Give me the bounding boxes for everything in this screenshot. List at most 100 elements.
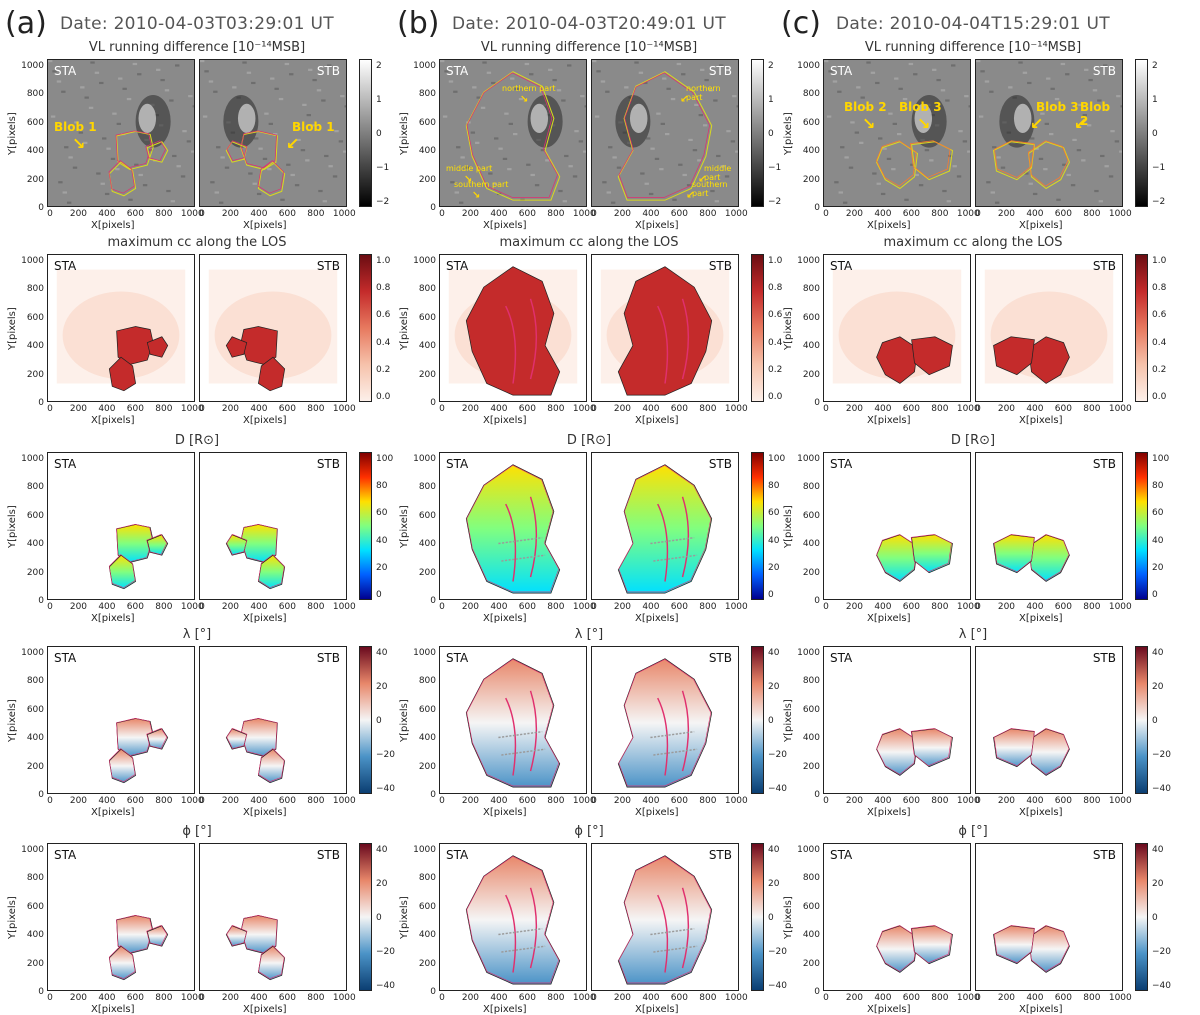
plot-image [600,266,730,396]
colorbar-tick-label: −40 [1152,784,1171,794]
annotation-arrow-icon: ↘ [464,174,473,185]
x-axis-label: X[pixels] [1019,220,1063,231]
x-tick-label: 200 [69,602,88,612]
plot-image [225,524,286,590]
annotation-label: middle part [446,164,493,173]
annotation-label: Blob 3 [899,100,942,114]
colorbar-tick-label: −40 [376,981,395,991]
colorbar-tick-label: 40 [376,845,388,855]
x-tick-label: 0 [199,602,205,612]
x-tick-label: 800 [699,209,717,219]
annotation-arrow-icon: ↙ [1074,114,1088,133]
x-tick-label: 200 [69,993,88,1003]
colorbar-tick-label: 2 [1152,61,1158,71]
plot-b-3-sta: STA [439,646,587,794]
x-tick-label: 1000 [180,796,204,806]
x-tick-label: 0 [439,209,445,219]
plot-image [984,269,1114,384]
y-tick-label: 0 [814,398,820,409]
plot-image [617,855,713,985]
y-tick-label: 200 [802,369,820,380]
x-tick-label: 600 [518,796,536,806]
x-tick-label: 800 [547,602,565,612]
x-tick-label: 800 [307,796,325,806]
x-tick-label: 200 [69,796,88,806]
annotation-arrow-icon: ↘ [862,114,876,133]
row-title: ϕ [°] [574,824,604,839]
colorbar-tick-label: 1.0 [1152,256,1167,266]
x-tick-label: 600 [518,404,536,414]
y-axis-label: Y[pixels] [399,307,410,350]
plot-image [617,658,713,788]
y-tick-label: 200 [418,174,436,185]
colorbar-tick-label: 2 [376,61,382,71]
y-tick-label: 600 [802,901,820,912]
x-tick-label: 400 [98,796,116,806]
plot-image [876,925,953,973]
plot-c-3-stb: STB [975,646,1123,794]
spacecraft-label: STA [830,259,853,273]
x-tick-label: 800 [1083,602,1101,612]
x-tick-label: 600 [902,404,920,414]
x-tick-label: 200 [613,404,632,414]
x-tick-label: 1000 [572,209,596,219]
plot-a-1-stb: STB [199,254,347,402]
spacecraft-label: STB [708,64,732,78]
x-tick-label: 600 [670,209,688,219]
y-tick-label: 200 [26,761,44,772]
plot-image [824,60,970,206]
colorbar-rdbu [1135,843,1148,991]
colorbar-tick-label: 20 [1152,879,1164,889]
x-tick-label: 0 [591,993,597,1003]
colorbar-tick-label: 0 [768,590,774,600]
spacecraft-label: STB [316,259,340,273]
x-tick-label: 0 [47,404,53,414]
spacecraft-label: STA [54,64,77,78]
colorbar-tick-label: 0.6 [1152,310,1167,321]
colorbar-tick-label: 20 [768,562,780,573]
annotation-label: Blob 2 [844,100,887,114]
x-tick-label: 0 [439,796,445,806]
x-tick-label: 0 [591,796,597,806]
spacecraft-label: STA [446,848,469,862]
colorbar-rdbu [359,843,372,991]
panel-label-a: (a) [5,6,47,41]
x-tick-label: 1000 [724,209,748,219]
colorbar-tick-label: 0.4 [768,337,783,348]
annotation-label: middle part [704,164,732,182]
colorbar-tick-label: 0.8 [376,283,391,294]
x-tick-label: 0 [975,404,981,414]
annotation-label: Blob 3 [1036,100,1079,114]
colorbar-tick-label: 0 [376,913,382,923]
panel-label-b: (b) [397,6,440,41]
x-tick-label: 800 [699,404,717,414]
y-tick-label: 1000 [413,648,436,658]
colorbar-tick-label: 0 [1152,716,1158,726]
x-tick-label: 0 [199,993,205,1003]
x-axis-label: X[pixels] [243,220,287,231]
x-tick-label: 0 [47,209,53,219]
x-tick-label: 0 [199,209,205,219]
y-tick-label: 800 [26,89,44,100]
annotation-label: Blob 2 [1080,100,1111,128]
x-tick-label: 200 [221,993,240,1003]
y-tick-label: 600 [418,312,436,323]
x-tick-label: 800 [547,993,565,1003]
spacecraft-label: STA [54,457,77,471]
colorbar-tick-label: 20 [768,879,780,889]
colorbar-tick-label: −20 [768,947,787,957]
spacecraft-label: STA [54,259,77,273]
x-tick-label: 0 [591,602,597,612]
x-tick-label: 400 [490,404,508,414]
spacecraft-label: STB [1092,457,1116,471]
colorbar-tick-label: 0 [768,716,774,726]
plot-a-4-sta: STA [47,843,195,991]
plot-image [56,269,186,392]
x-tick-label: 1000 [572,404,596,414]
x-tick-label: 200 [69,209,88,219]
y-tick-label: 400 [802,733,820,744]
x-tick-label: 800 [155,404,173,414]
plot-image [208,269,338,392]
colorbar-tick-label: 60 [1152,508,1164,519]
y-tick-label: 0 [814,790,820,801]
